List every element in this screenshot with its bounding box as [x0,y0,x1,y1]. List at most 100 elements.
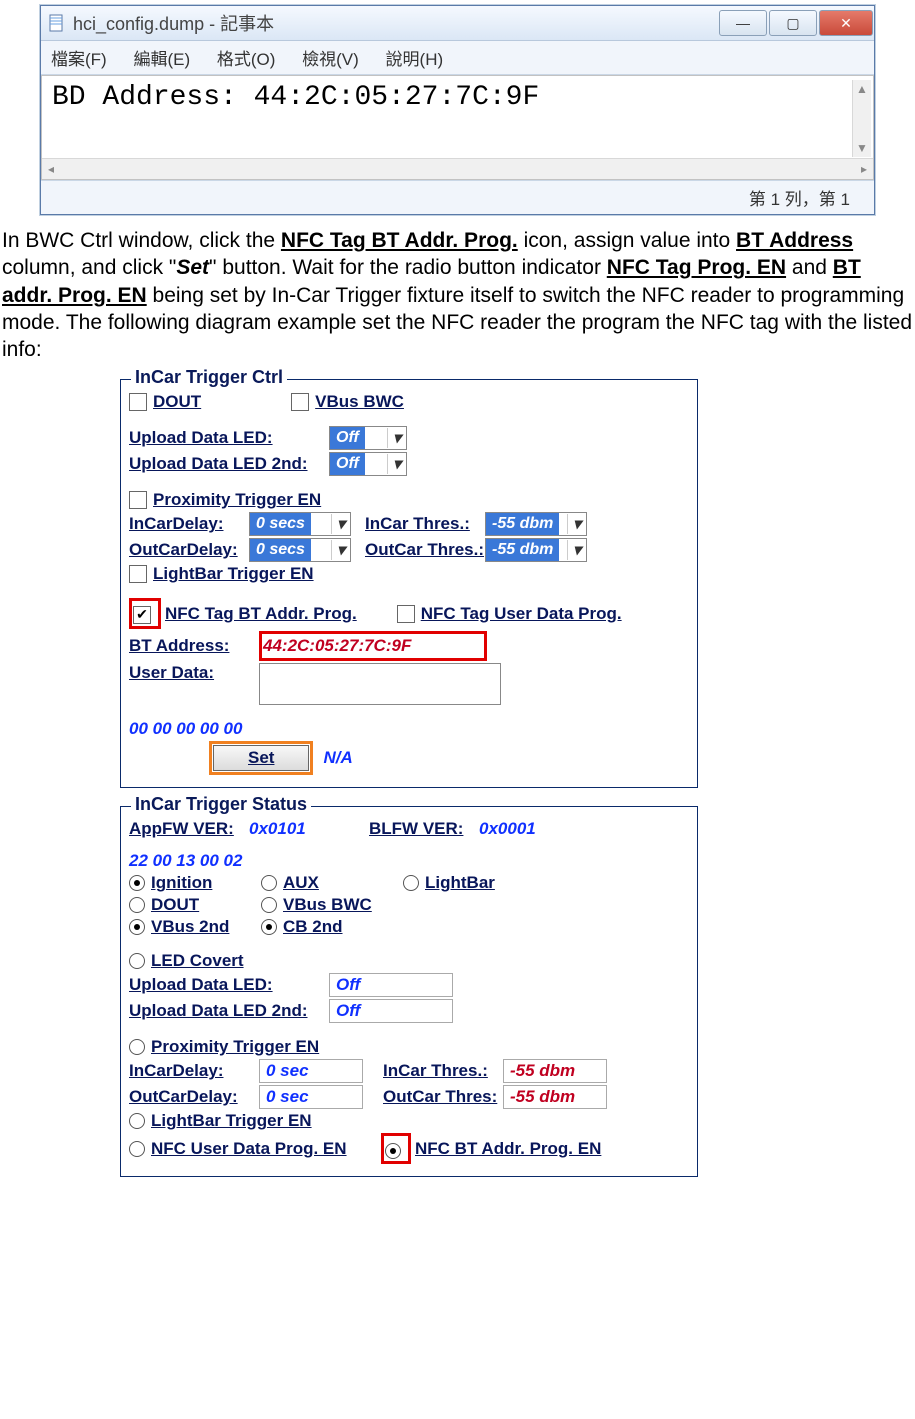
scroll-up-icon[interactable]: ▲ [853,80,871,98]
upload-led-field: Off [329,973,453,997]
text: and [786,256,833,279]
incar-delay-select[interactable]: 0 secs ▾ [249,512,351,536]
appfw-value: 0x0101 [249,819,369,839]
incar-trigger-status-group: InCar Trigger Status AppFW VER: 0x0101 B… [120,806,698,1177]
scroll-right-icon[interactable]: ▸ [855,160,873,178]
notepad-icon [47,13,67,33]
upload-led2-select[interactable]: Off ▾ [329,452,407,476]
bt-address-input[interactable]: 44:2C:05:27:7C:9F [259,631,487,661]
window-buttons: — ▢ ✕ [718,6,874,40]
ctrl-legend: InCar Trigger Ctrl [131,367,287,388]
ignition-radio[interactable] [129,875,145,891]
close-button[interactable]: ✕ [819,10,873,36]
outcar-thres-value: -55 dbm [486,539,559,561]
vbus-checkbox[interactable] [291,393,309,411]
led-covert-radio[interactable] [129,953,145,969]
nfc-user-checkbox[interactable] [397,605,415,623]
hex-row: 00 00 00 00 00 [129,719,242,739]
incar-thres-value: -55 dbm [486,513,559,535]
menu-help[interactable]: 說明(H) [386,50,444,69]
lightbar-label: LightBar [425,873,495,893]
maximize-button[interactable]: ▢ [769,10,817,36]
text: icon, assign value into [518,229,736,252]
incar-delay-value: 0 secs [250,513,311,535]
nfc-user-label: NFC Tag User Data Prog. [421,604,622,624]
set-button[interactable]: Set [213,745,309,771]
upload-led-value: Off [336,975,360,995]
nfc-bt-checkbox[interactable]: ✔ [133,606,151,624]
menu-edit[interactable]: 編輯(E) [133,50,190,69]
appfw-label: AppFW VER: [129,819,249,839]
status-bar: 第 1 列，第 1 [41,180,874,214]
notepad-body: BD Address: 44:2C:05:27:7C:9F ▲ ▼ ◂ ▸ [41,75,874,180]
lightbar-radio[interactable] [403,875,419,891]
scroll-down-icon[interactable]: ▼ [853,139,871,157]
vbus-radio[interactable] [261,897,277,913]
user-data-label: User Data: [129,663,259,683]
nfc-user-en-radio[interactable] [129,1141,145,1157]
notepad-content[interactable]: BD Address: 44:2C:05:27:7C:9F [42,76,873,158]
outcar-delay-label: OutCarDelay: [129,1087,259,1107]
proximity-radio[interactable] [129,1039,145,1055]
outcar-thres-value: -55 dbm [510,1087,575,1107]
chevron-down-icon: ▾ [567,540,586,560]
upload-led2-label: Upload Data LED 2nd: [129,454,329,474]
upload-led2-value: Off [330,453,365,475]
vbus2-radio[interactable] [129,919,145,935]
proximity-label: Proximity Trigger EN [151,1037,319,1057]
scrollbar-horizontal[interactable]: ◂ ▸ [42,158,873,179]
led-covert-label: LED Covert [151,951,244,971]
outcar-thres-field: -55 dbm [503,1085,607,1109]
status-legend: InCar Trigger Status [131,794,311,815]
nfc-bt-en-label: NFC BT Addr. Prog. EN [415,1139,601,1159]
set-highlight: Set [209,741,313,775]
chevron-down-icon: ▾ [387,454,406,474]
upload-led-label: Upload Data LED: [129,428,329,448]
lightbar-trig-radio[interactable] [129,1113,145,1129]
menu-format[interactable]: 格式(O) [217,50,276,69]
outcar-delay-select[interactable]: 0 secs ▾ [249,538,351,562]
lightbar-label: LightBar Trigger EN [153,564,314,584]
bt-address-ref: BT Address [736,229,853,252]
scrollbar-vertical[interactable]: ▲ ▼ [852,80,871,157]
cb2-radio[interactable] [261,919,277,935]
outcar-thres-label: OutCar Thres: [383,1087,503,1107]
outcar-delay-value: 0 sec [266,1087,309,1107]
upload-led-select[interactable]: Off ▾ [329,426,407,450]
minimize-button[interactable]: — [719,10,767,36]
vbus2-label: VBus 2nd [151,917,261,937]
text: " button. Wait for the radio button indi… [209,256,607,279]
user-data-input[interactable] [259,663,501,705]
chevron-down-icon: ▾ [567,514,586,534]
scroll-left-icon[interactable]: ◂ [42,160,60,178]
nfc-bt-highlight: ✔ [129,598,161,629]
upload-led-label: Upload Data LED: [129,975,329,995]
notepad-window: hci_config.dump - 記事本 — ▢ ✕ 檔案(F) 編輯(E) … [40,5,875,215]
nfc-bt-en-radio[interactable] [385,1143,401,1159]
dout-label: DOUT [153,392,201,412]
set-ref: Set [176,256,209,279]
lightbar-checkbox[interactable] [129,565,147,583]
incar-thres-value: -55 dbm [510,1061,575,1081]
text: column, and click " [2,256,176,279]
aux-radio[interactable] [261,875,277,891]
dout-label: DOUT [151,895,261,915]
aux-label: AUX [283,873,403,893]
vbus-label: VBus BWC [283,895,372,915]
upload-led2-value: Off [336,1001,360,1021]
dout-radio[interactable] [129,897,145,913]
incar-delay-label: InCarDelay: [129,1061,259,1081]
nfc-user-en-label: NFC User Data Prog. EN [151,1139,381,1159]
menu-file[interactable]: 檔案(F) [51,50,107,69]
dout-checkbox[interactable] [129,393,147,411]
menu-view[interactable]: 檢視(V) [302,50,359,69]
outcar-thres-select[interactable]: -55 dbm ▾ [485,538,587,562]
incar-delay-label: InCarDelay: [129,514,249,534]
incar-thres-label: InCar Thres.: [383,1061,503,1081]
status-hex: 22 00 13 00 02 [129,851,242,871]
proximity-checkbox[interactable] [129,491,147,509]
outcar-thres-label: OutCar Thres.: [365,540,485,560]
incar-thres-select[interactable]: -55 dbm ▾ [485,512,587,536]
nfc-tag-ref: NFC Tag BT Addr. Prog. [281,229,518,252]
title-bar: hci_config.dump - 記事本 — ▢ ✕ [41,6,874,41]
